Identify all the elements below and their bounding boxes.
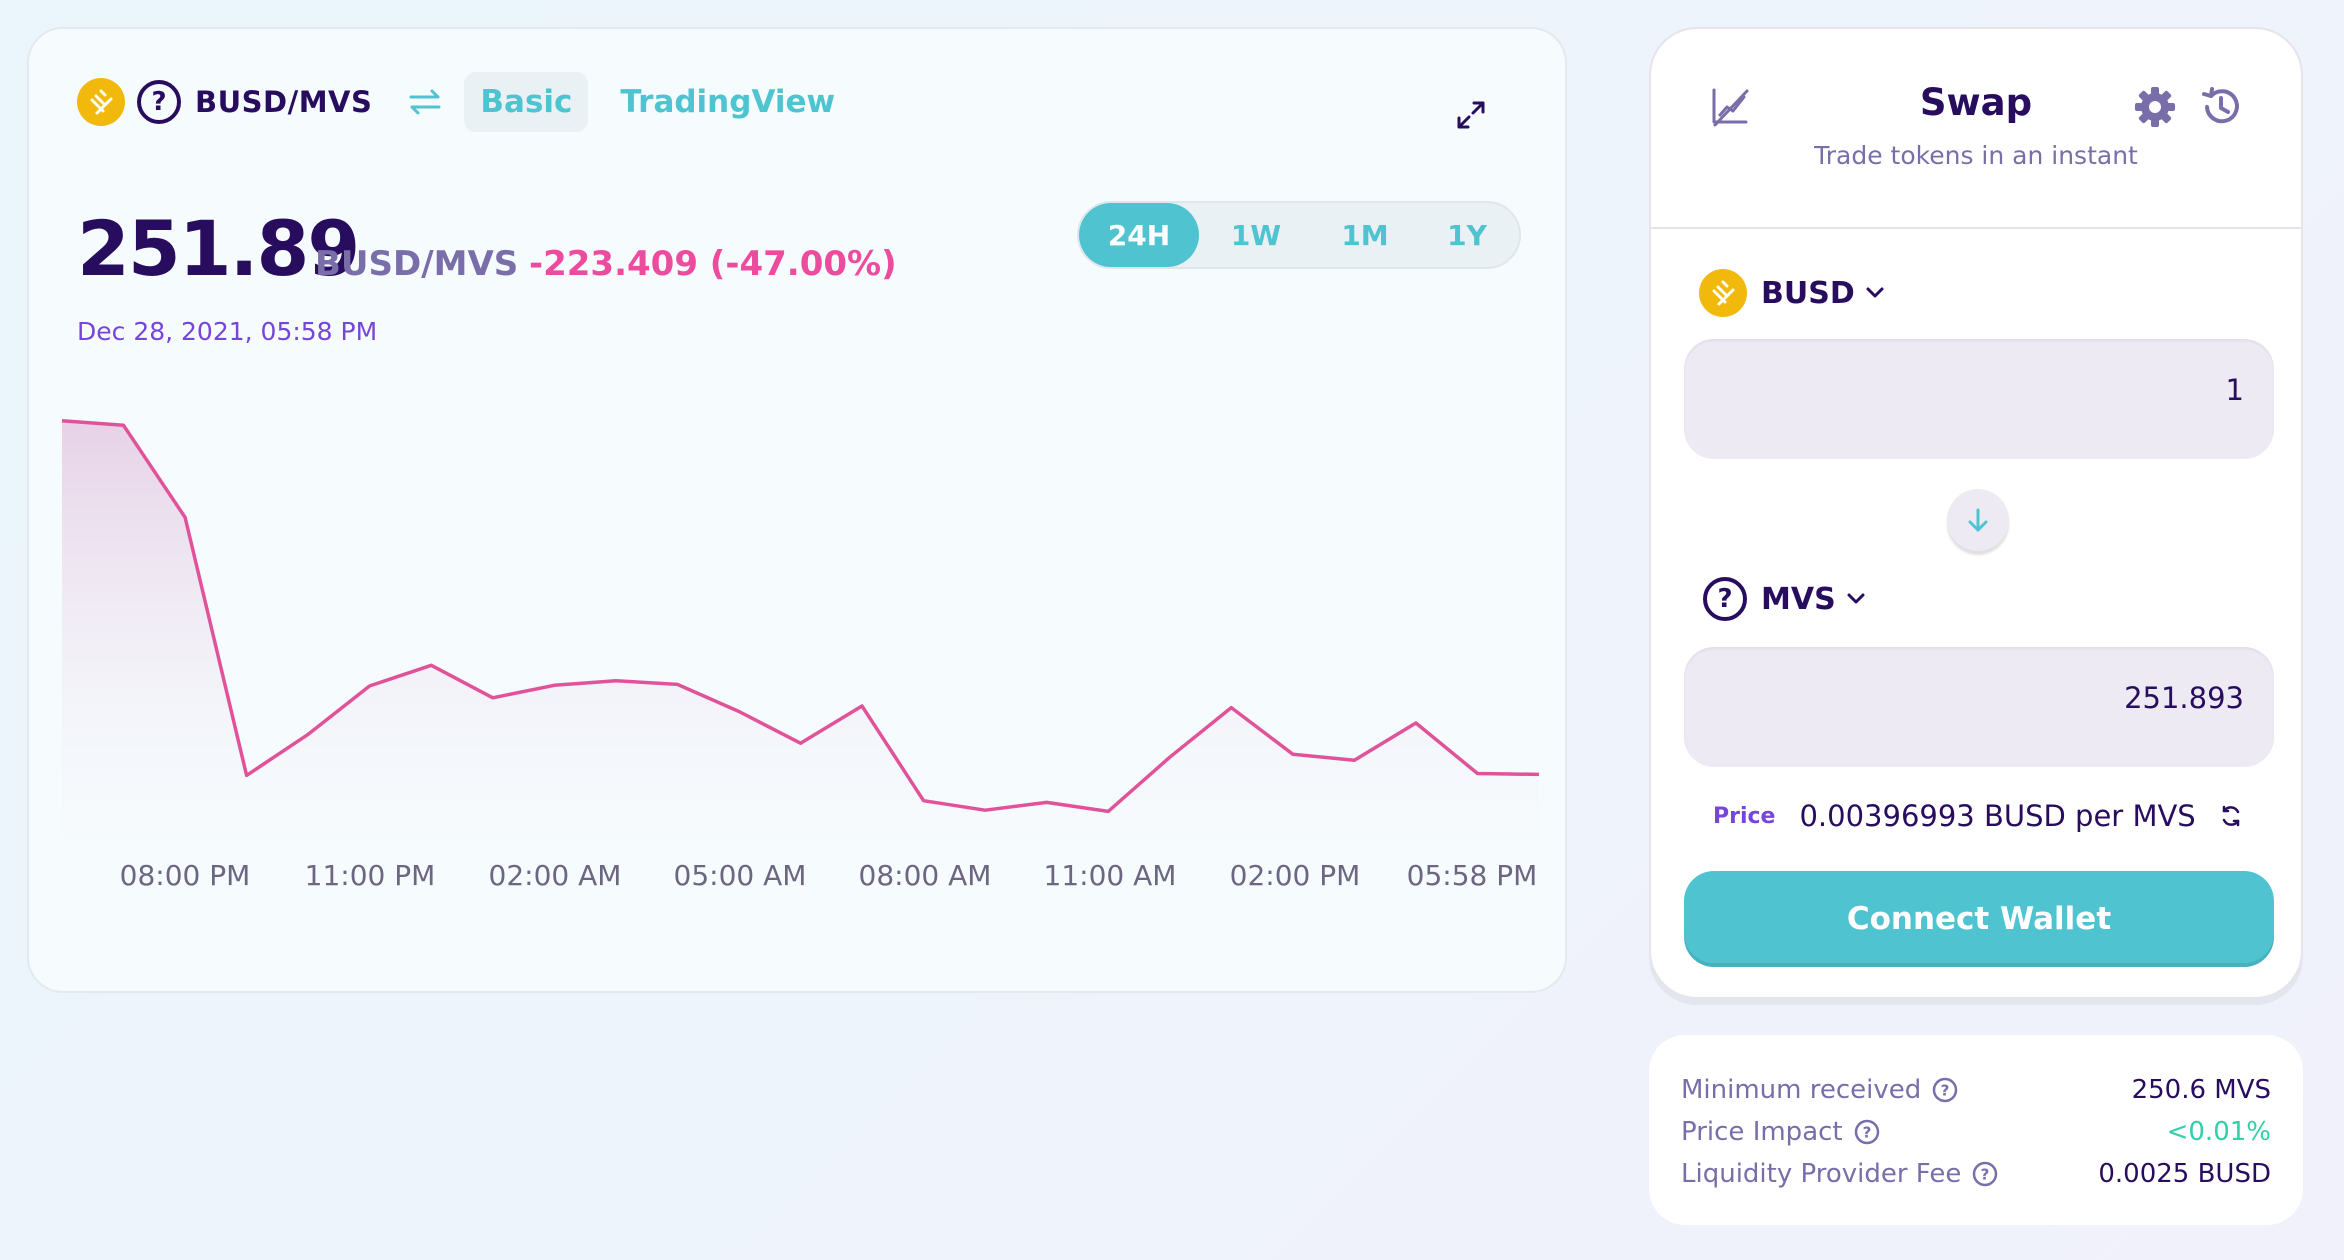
to-token-symbol: MVS [1761, 581, 1836, 617]
x-tick-label: 11:00 AM [1044, 859, 1177, 892]
current-price: 251.89 [77, 204, 360, 293]
chevron-down-icon [1865, 286, 1885, 300]
minimum-received-label: Minimum received [1681, 1075, 1922, 1105]
busd-token-icon [77, 78, 125, 126]
price-chart-card: 08:00 PM 11:00 PM 02:00 AM 05:00 AM 08:00 AM… [27, 27, 1567, 993]
chart-header: ? BUSD/MVS Basic TradingView [77, 69, 851, 135]
x-tick-label: 05:00 AM [674, 859, 807, 892]
refresh-icon[interactable] [2218, 803, 2244, 829]
connect-wallet-button[interactable]: Connect Wallet [1684, 871, 2274, 967]
from-token-select[interactable]: BUSD [1699, 269, 1885, 317]
exchange-rate-row: Price 0.00396993 BUSD per MVS [1713, 799, 2253, 833]
chart-off-icon[interactable] [1709, 85, 1751, 131]
price-date: Dec 28, 2021, 05:58 PM [77, 317, 378, 346]
range-tab-1m[interactable]: 1M [1341, 218, 1389, 252]
help-circle-icon[interactable]: ? [1971, 1160, 1999, 1188]
detail-row-minimum-received: Minimum received ? 250.6 MVS [1681, 1069, 2271, 1111]
price-change: -223.409 (-47.00%) [529, 244, 897, 284]
chart-area-fill [62, 420, 1539, 859]
x-tick-label: 11:00 PM [305, 859, 436, 892]
range-tab-1w[interactable]: 1W [1230, 218, 1282, 252]
x-axis: 08:00 PM 11:00 PM 02:00 AM 05:00 AM 08:00 AM… [120, 859, 1538, 892]
from-amount-box [1684, 339, 2274, 459]
swap-arrows-icon[interactable] [408, 89, 442, 115]
swap-title: Swap [1919, 81, 2033, 124]
minimum-received-value: 250.6 MVS [2131, 1075, 2271, 1105]
gear-icon[interactable] [2133, 85, 2177, 133]
question-circle-icon: ? [1703, 577, 1747, 621]
help-circle-icon[interactable]: ? [1931, 1076, 1959, 1104]
from-token-symbol: BUSD [1761, 275, 1855, 311]
swap-header: Swap Trade tokens in an instant [1651, 29, 2301, 229]
x-tick-label: 02:00 AM [489, 859, 622, 892]
price-chart: 08:00 PM 11:00 PM 02:00 AM 05:00 AM 08:00 AM… [61, 418, 1540, 892]
swap-card: Swap Trade tokens in an instant [1649, 27, 2303, 999]
range-tab-24h[interactable]: 24H [1079, 203, 1199, 267]
expand-icon[interactable] [1455, 99, 1487, 135]
trade-details-card: Minimum received ? 250.6 MVS Price Impac… [1649, 1035, 2303, 1225]
to-token-select[interactable]: ? MVS [1703, 577, 1866, 621]
x-tick-label: 02:00 PM [1230, 859, 1361, 892]
price-label: Price [1713, 803, 1776, 829]
arrow-down-icon [1968, 508, 1988, 532]
price-impact-label: Price Impact [1681, 1117, 1843, 1147]
lp-fee-label: Liquidity Provider Fee [1681, 1159, 1962, 1189]
range-tab-1y[interactable]: 1Y [1447, 218, 1487, 252]
svg-text:?: ? [1941, 1082, 1950, 1100]
svg-text:?: ? [1981, 1166, 1990, 1184]
price-unit: BUSD/MVS [315, 244, 519, 284]
tab-tradingview[interactable]: TradingView [620, 84, 836, 120]
question-circle-icon: ? [137, 80, 181, 124]
svg-text:?: ? [1862, 1124, 1871, 1142]
history-icon[interactable] [2199, 85, 2243, 133]
swap-subtitle: Trade tokens in an instant [1814, 141, 2138, 170]
to-amount-input[interactable] [1764, 681, 2244, 715]
x-tick-label: 05:58 PM [1407, 859, 1538, 892]
detail-row-lp-fee: Liquidity Provider Fee ? 0.0025 BUSD [1681, 1153, 2271, 1195]
chart-price-line [61, 418, 1540, 814]
help-circle-icon[interactable]: ? [1853, 1118, 1881, 1146]
time-range-tabs: 24H 1W 1M 1Y [1077, 201, 1521, 269]
pair-symbol: BUSD/MVS [195, 85, 373, 119]
lp-fee-value: 0.0025 BUSD [2098, 1159, 2271, 1189]
x-tick-label: 08:00 AM [859, 859, 992, 892]
from-amount-input[interactable] [1764, 373, 2244, 407]
busd-token-icon [1699, 269, 1747, 317]
to-amount-box [1684, 647, 2274, 767]
price-impact-value: <0.01% [2166, 1117, 2271, 1147]
price-value: 0.00396993 BUSD per MVS [1799, 799, 2196, 833]
switch-direction-button[interactable] [1947, 489, 2009, 551]
chevron-down-icon [1846, 592, 1866, 606]
tab-basic[interactable]: Basic [464, 72, 589, 132]
detail-row-price-impact: Price Impact ? <0.01% [1681, 1111, 2271, 1153]
x-tick-label: 08:00 PM [120, 859, 251, 892]
